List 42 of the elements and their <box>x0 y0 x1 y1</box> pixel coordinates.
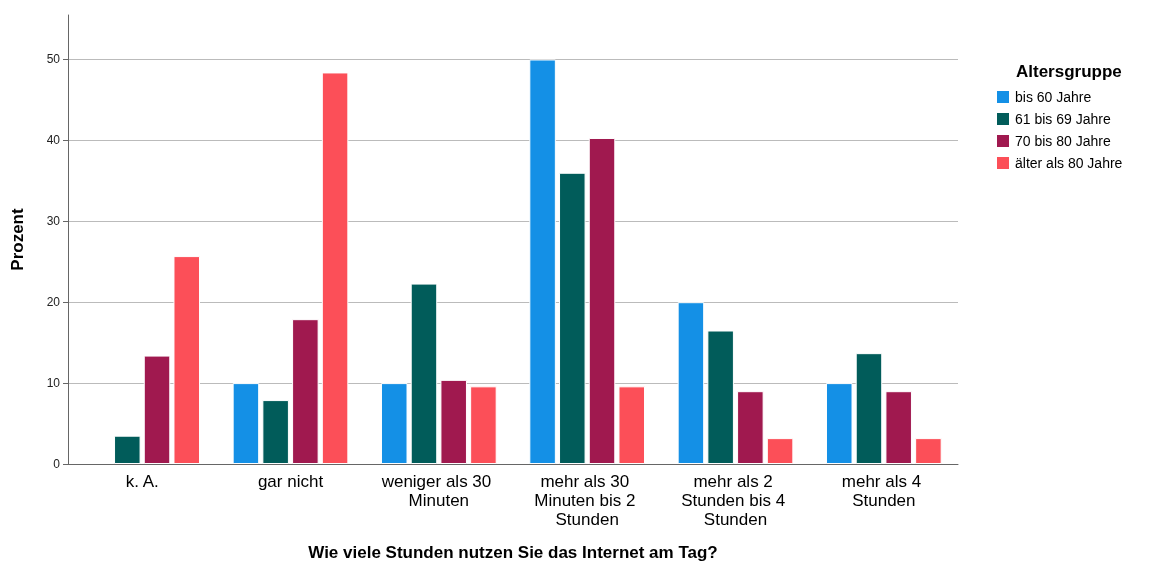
bar <box>559 172 586 464</box>
bar <box>143 355 171 464</box>
x-tick-label: mehr als 2 Stunden bis 4 Stunden <box>681 472 790 529</box>
legend-label: älter als 80 Jahre <box>1015 155 1123 171</box>
x-tick-label: gar nicht <box>257 472 324 491</box>
legend-label: 61 bis 69 Jahre <box>1015 111 1111 127</box>
bar <box>380 383 408 464</box>
bar <box>114 435 141 464</box>
bar <box>677 302 705 464</box>
legend-label: bis 60 Jahre <box>1015 89 1092 105</box>
bar <box>588 137 616 464</box>
bar <box>321 72 349 464</box>
bar <box>410 283 438 464</box>
y-tick-label: 0 <box>53 457 61 471</box>
y-tick-label: 50 <box>46 52 61 67</box>
bar <box>470 386 497 464</box>
x-axis-title: Wie viele Stunden nutzen Sie das Internet am Tag? <box>308 543 718 562</box>
bar <box>766 438 794 464</box>
bar <box>737 391 764 464</box>
bar <box>232 383 260 464</box>
x-tick-label: weniger als 30 Minuten <box>380 472 497 510</box>
bar <box>292 319 319 464</box>
bar <box>855 353 883 464</box>
bar <box>915 438 942 464</box>
x-tick-label: mehr als 30 Minuten bis 2 Stunden <box>534 472 641 529</box>
bar <box>707 330 734 464</box>
legend-label: 70 bis 80 Jahre <box>1015 133 1111 149</box>
bar <box>825 383 853 464</box>
y-tick-label: 40 <box>46 133 61 148</box>
y-tick-label: 10 <box>46 376 61 391</box>
y-axis-title: Prozent <box>8 207 27 271</box>
bar <box>618 386 646 464</box>
bar <box>173 256 201 464</box>
bar <box>440 379 467 464</box>
y-tick-label: 30 <box>46 214 61 229</box>
bar <box>529 59 556 464</box>
bar <box>885 391 912 464</box>
bar <box>262 400 289 464</box>
legend-title: Altersgruppe <box>1016 62 1122 81</box>
y-tick-label: 20 <box>46 295 61 310</box>
x-tick-label: mehr als 4 Stunden <box>841 472 926 510</box>
x-tick-label: k. A. <box>125 472 159 491</box>
